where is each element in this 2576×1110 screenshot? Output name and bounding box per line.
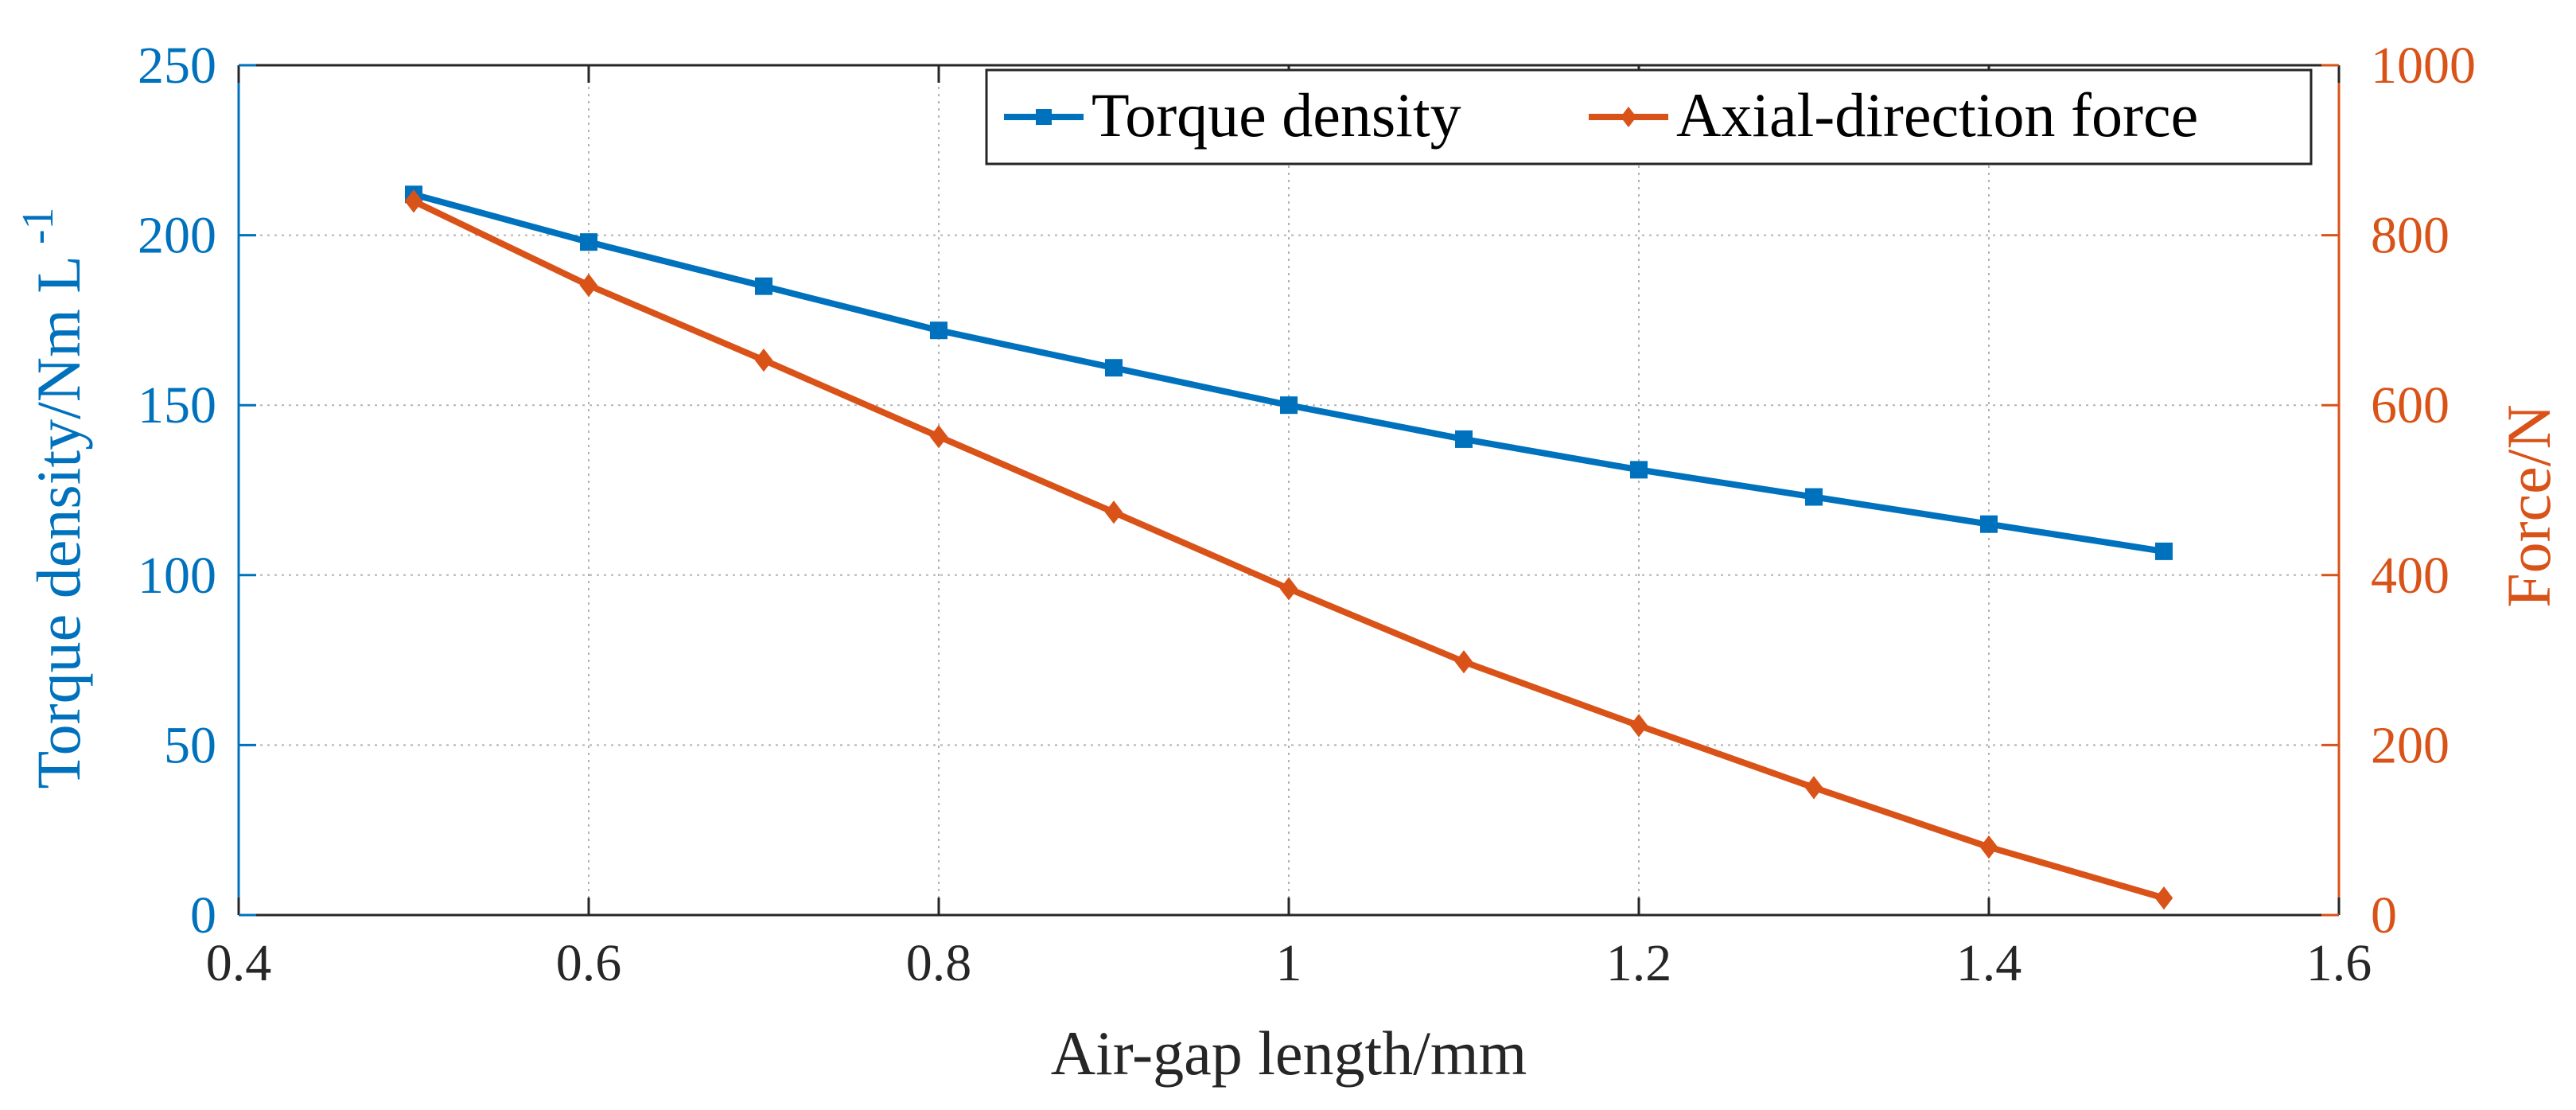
y-right-tick-label: 0	[2371, 886, 2397, 944]
series-layer	[404, 185, 2173, 910]
data-point-axial-direction-force	[1804, 776, 1823, 800]
data-point-torque-density	[1455, 430, 1473, 448]
y-right-tick-label: 400	[2371, 547, 2450, 605]
data-point-torque-density	[755, 277, 772, 295]
x-tick-label: 0.4	[206, 934, 272, 992]
data-point-torque-density	[1805, 488, 1823, 506]
data-point-axial-direction-force	[929, 425, 948, 449]
y-axis-right-title: Force/N	[2494, 404, 2563, 608]
legend-label-axial-force: Axial-direction force	[1676, 80, 2198, 150]
y-left-tick-label: 200	[138, 207, 216, 265]
data-point-torque-density	[1630, 461, 1648, 479]
data-point-axial-direction-force	[1629, 714, 1648, 738]
y-axis-left-title-superscript: -1	[14, 207, 63, 244]
x-tick-label: 1	[1276, 934, 1302, 992]
x-tick-label: 1.4	[1956, 934, 2022, 992]
data-point-axial-direction-force	[1979, 835, 1998, 859]
y-axis-left-title: Torque density/Nm L -1	[14, 207, 93, 789]
x-tick-label: 0.6	[556, 934, 622, 992]
data-point-torque-density	[1980, 515, 1998, 533]
legend-marker-axial-force	[1621, 107, 1636, 127]
labels-layer: Air-gap length/mm Torque density/Nm L-1 …	[14, 207, 2563, 1088]
y-right-tick-label: 1000	[2371, 37, 2476, 95]
data-point-torque-density	[580, 233, 597, 251]
data-point-torque-density	[1280, 396, 1298, 415]
y-right-tick-label: 600	[2371, 376, 2450, 434]
grid-layer	[239, 65, 2339, 915]
data-point-axial-direction-force	[1104, 500, 1123, 524]
series-line-axial-direction-force	[412, 198, 2165, 902]
data-point-axial-direction-force	[579, 273, 598, 298]
legend-label-torque-density: Torque density	[1091, 80, 1461, 150]
y-left-tick-label: 250	[138, 37, 216, 95]
data-point-torque-density	[1105, 359, 1123, 377]
series-line-torque-density	[412, 191, 2165, 555]
data-point-axial-direction-force	[754, 348, 773, 372]
data-point-axial-direction-force	[2154, 886, 2173, 910]
data-point-axial-direction-force	[404, 189, 423, 213]
legend: Torque density Axial-direction force	[985, 68, 2313, 166]
data-point-axial-direction-force	[1454, 650, 1473, 674]
x-axis-title: Air-gap length/mm	[1051, 1018, 1527, 1088]
data-point-axial-direction-force	[1279, 577, 1298, 601]
y-right-tick-label: 800	[2371, 207, 2450, 265]
y-left-tick-label: 100	[138, 547, 216, 605]
x-tick-label: 0.8	[906, 934, 972, 992]
axes-layer: 0.4 0.6 0.8 1 1.2 1.4 1.6050100150200250020040…	[138, 37, 2476, 992]
y-left-tick-label: 50	[164, 716, 216, 774]
y-left-tick-label: 0	[190, 886, 216, 944]
data-point-torque-density	[2155, 542, 2173, 560]
data-point-torque-density	[930, 321, 948, 340]
y-left-tick-label: 150	[138, 376, 216, 434]
y-right-tick-label: 200	[2371, 716, 2450, 774]
x-tick-label: 1.2	[1606, 934, 1672, 992]
y-axis-left-title-main: Torque density/Nm L	[24, 255, 93, 789]
legend-marker-torque-density	[1036, 109, 1052, 125]
x-tick-label: 1.6	[2306, 934, 2372, 992]
